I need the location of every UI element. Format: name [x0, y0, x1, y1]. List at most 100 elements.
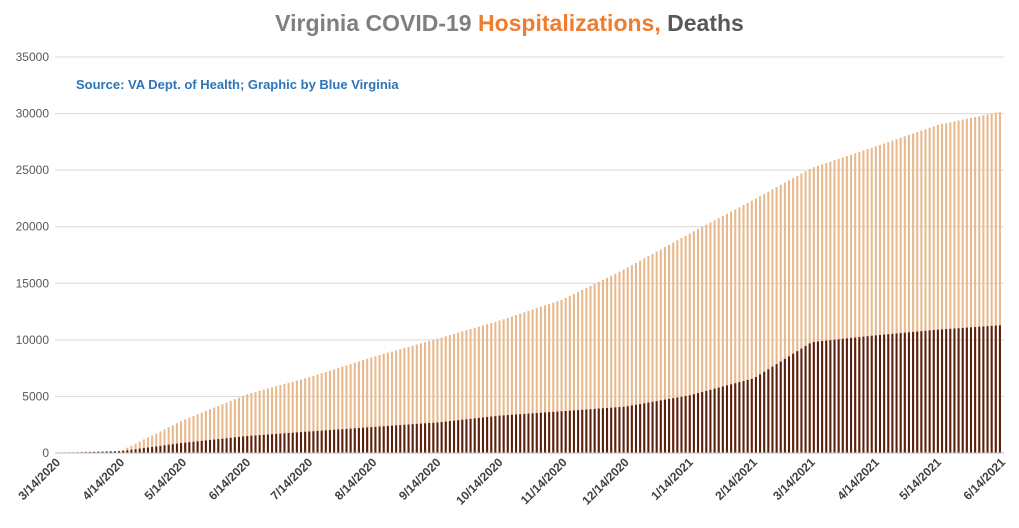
deaths-bar [647, 402, 650, 453]
source-annotation: Source: VA Dept. of Health; Graphic by B… [76, 77, 399, 92]
hospitalizations-bar [428, 341, 431, 453]
deaths-bar [444, 421, 447, 453]
deaths-bar [775, 364, 778, 453]
hospitalizations-bar [395, 350, 398, 453]
hospitalizations-bar [419, 343, 422, 453]
deaths-bar [432, 422, 435, 453]
deaths-bar [845, 338, 848, 453]
deaths-bar [481, 417, 485, 453]
deaths-bar [461, 419, 464, 453]
hospitalizations-bar [142, 439, 145, 453]
deaths-bar [990, 325, 993, 453]
deaths-bar [560, 411, 563, 453]
deaths-bar [564, 410, 567, 453]
deaths-bar [593, 408, 596, 453]
deaths-bar [163, 445, 166, 453]
deaths-bar [213, 439, 216, 453]
deaths-bar [138, 448, 141, 453]
deaths-bar [577, 410, 580, 453]
deaths-bar [465, 419, 468, 453]
deaths-bar [804, 345, 807, 453]
hospitalizations-bar [291, 381, 294, 453]
hospitalizations-bar [895, 139, 898, 453]
hospitalizations-bar [506, 317, 509, 453]
hospitalizations-bar [316, 374, 319, 453]
hospitalizations-bar [924, 129, 927, 453]
deaths-bar [829, 340, 832, 453]
x-tick-label: 10/14/2020 [453, 455, 506, 508]
hospitalizations-bar [750, 200, 753, 453]
hospitalizations-bar [990, 113, 993, 453]
deaths-bar [548, 412, 551, 453]
hospitalizations-bar [945, 123, 948, 454]
deaths-bar [725, 385, 729, 453]
hospitalizations-bar [279, 385, 282, 453]
hospitalizations-bar [663, 247, 666, 453]
deaths-bar [957, 328, 960, 453]
deaths-bar [407, 424, 410, 453]
hospitalizations-bar [965, 118, 968, 454]
deaths-bar [333, 429, 336, 453]
deaths-bar [142, 448, 145, 453]
deaths-bar [866, 336, 869, 453]
deaths-bar [225, 438, 228, 453]
deaths-bar [961, 327, 964, 453]
hospitalizations-bar [457, 332, 460, 453]
hospitalizations-bar [779, 184, 782, 453]
hospitalizations-bar [684, 235, 687, 453]
hospitalizations-bar [585, 287, 588, 453]
hospitalizations-bar [783, 182, 786, 454]
hospitalizations-bar [469, 329, 472, 453]
deaths-bar [258, 435, 261, 453]
deaths-bar [655, 401, 658, 453]
deaths-bar [246, 436, 249, 453]
hospitalizations-bar [192, 415, 195, 453]
hospitalizations-bar [688, 233, 691, 453]
hospitalizations-bar [411, 345, 414, 453]
x-tick-label: 8/14/2020 [332, 455, 380, 503]
hospitalizations-bar [597, 281, 600, 453]
hospitalizations-bar [295, 380, 298, 453]
hospitalizations-bar [589, 285, 592, 453]
deaths-bar [974, 327, 977, 453]
hospitalizations-bar [709, 222, 712, 453]
deaths-bar [688, 395, 691, 453]
x-tick-label: 5/14/2021 [896, 455, 944, 503]
hospitalizations-bar [837, 158, 840, 454]
hospitalizations-bar [382, 353, 385, 453]
hospitalizations-bar [353, 362, 356, 453]
hospitalizations-bar [672, 242, 675, 453]
deaths-bar [808, 343, 811, 453]
hospitalizations-bar [304, 378, 307, 453]
deaths-bar [767, 369, 770, 453]
hospitalizations-bar [572, 294, 575, 453]
y-tick-label: 25000 [16, 163, 50, 177]
hospitalizations-bar [171, 425, 174, 453]
deaths-bar [920, 331, 923, 453]
deaths-bar [713, 388, 716, 453]
deaths-bar [601, 408, 604, 453]
deaths-bar [750, 378, 753, 453]
deaths-bar [337, 429, 340, 453]
deaths-bar [932, 330, 935, 453]
deaths-bar [850, 337, 853, 453]
deaths-bar [188, 442, 191, 453]
hospitalizations-bar [213, 407, 216, 453]
hospitalizations-bar [883, 143, 886, 453]
hospitalizations-bar [407, 346, 410, 453]
deaths-bar [618, 407, 621, 453]
hospitalizations-bar [539, 306, 542, 453]
deaths-bar [816, 341, 819, 453]
deaths-bar [242, 436, 245, 453]
deaths-bar [626, 406, 629, 453]
deaths-bar [196, 441, 199, 453]
hospitalizations-bar [577, 291, 580, 453]
deaths-bar [717, 387, 720, 453]
hospitalizations-bar [812, 167, 815, 454]
hospitalizations-bar [833, 160, 836, 453]
deaths-bar [510, 414, 513, 453]
deaths-bar [969, 327, 973, 453]
deaths-bar [787, 356, 791, 453]
hospitalizations-bar [308, 377, 311, 453]
